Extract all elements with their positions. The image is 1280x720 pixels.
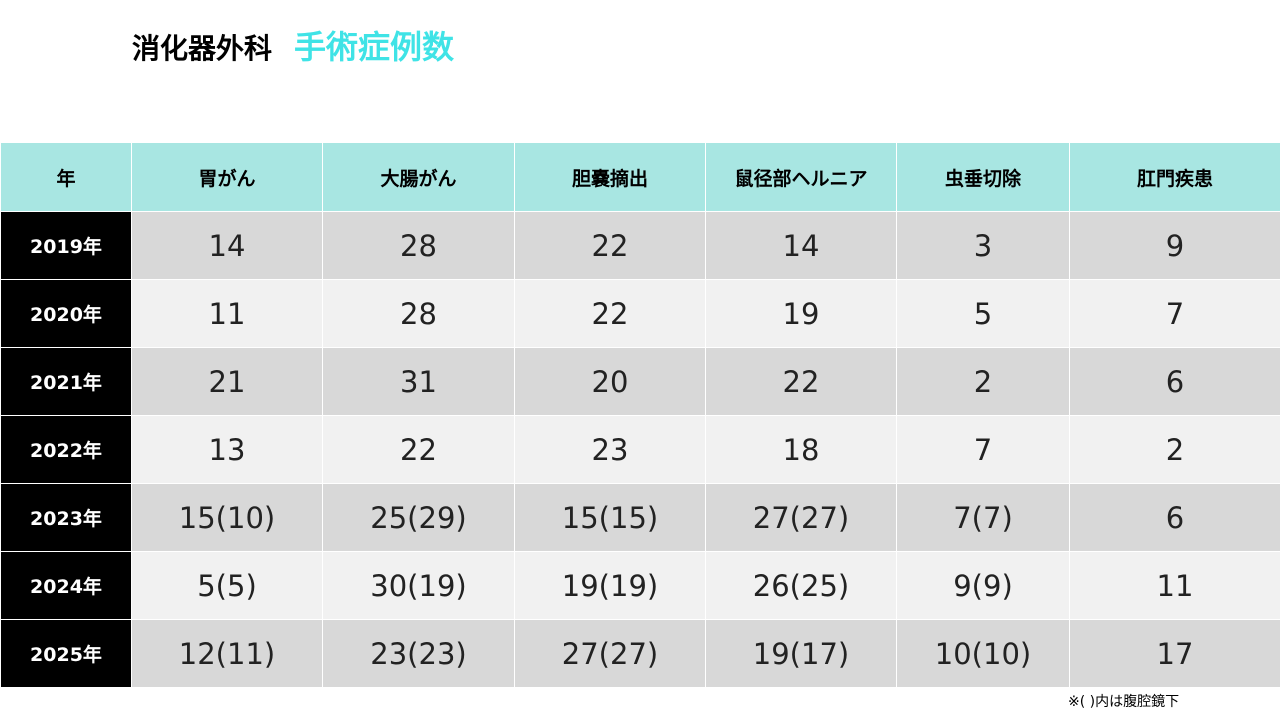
table-cell: 25(29) [322, 483, 515, 552]
table-cell: 7 [1069, 279, 1280, 348]
year-cell: 2019年 [0, 211, 132, 280]
table-cell: 19(17) [705, 619, 897, 688]
table-cell: 2 [896, 347, 1070, 416]
year-cell: 2025年 [0, 619, 132, 688]
table-cell: 21 [131, 347, 323, 416]
column-header-inguinal-hernia: 鼠径部ヘルニア [705, 142, 897, 212]
year-cell: 2022年 [0, 415, 132, 484]
table-cell: 14 [131, 211, 323, 280]
table-row: 2021年 21 31 20 22 2 6 [0, 347, 1280, 416]
table-cell: 18 [705, 415, 897, 484]
year-cell: 2024年 [0, 551, 132, 620]
year-cell: 2021年 [0, 347, 132, 416]
table-cell: 14 [705, 211, 897, 280]
column-header-anal-disease: 肛門疾患 [1069, 142, 1280, 212]
surgery-count-table: 年 胃がん 大腸がん 胆嚢摘出 鼠径部ヘルニア 虫垂切除 肛門疾患 2019年 … [0, 142, 1280, 688]
table-cell: 12(11) [131, 619, 323, 688]
table-cell: 26(25) [705, 551, 897, 620]
table-cell: 9(9) [896, 551, 1070, 620]
column-header-appendectomy: 虫垂切除 [896, 142, 1070, 212]
table-cell: 22 [514, 279, 706, 348]
year-cell: 2023年 [0, 483, 132, 552]
column-header-cholecystectomy: 胆嚢摘出 [514, 142, 706, 212]
table-row: 2020年 11 28 22 19 5 7 [0, 279, 1280, 348]
table-cell: 6 [1069, 347, 1280, 416]
table-row: 2023年 15(10) 25(29) 15(15) 27(27) 7(7) 6 [0, 483, 1280, 552]
table-cell: 20 [514, 347, 706, 416]
table-cell: 23 [514, 415, 706, 484]
table-cell: 7 [896, 415, 1070, 484]
table-cell: 11 [131, 279, 323, 348]
year-cell: 2020年 [0, 279, 132, 348]
table-row: 2019年 14 28 22 14 3 9 [0, 211, 1280, 280]
table-row: 2025年 12(11) 23(23) 27(27) 19(17) 10(10)… [0, 619, 1280, 688]
table-cell: 28 [322, 211, 515, 280]
department-title: 消化器外科 [132, 32, 273, 65]
table-cell: 22 [514, 211, 706, 280]
table-cell: 7(7) [896, 483, 1070, 552]
page-title: 消化器外科 手術症例数 [132, 22, 454, 66]
table-cell: 6 [1069, 483, 1280, 552]
table-cell: 5(5) [131, 551, 323, 620]
table-body: 2019年 14 28 22 14 3 9 2020年 11 28 22 19 … [0, 211, 1280, 688]
table-cell: 11 [1069, 551, 1280, 620]
table-header: 年 胃がん 大腸がん 胆嚢摘出 鼠径部ヘルニア 虫垂切除 肛門疾患 [0, 142, 1280, 212]
table-cell: 17 [1069, 619, 1280, 688]
column-header-colorectal-cancer: 大腸がん [322, 142, 515, 212]
column-header-year: 年 [0, 142, 132, 212]
table-cell: 27(27) [705, 483, 897, 552]
laparoscopic-footnote: ※( )内は腹腔鏡下 [1068, 694, 1180, 710]
header-row: 年 胃がん 大腸がん 胆嚢摘出 鼠径部ヘルニア 虫垂切除 肛門疾患 [0, 142, 1280, 212]
table-cell: 13 [131, 415, 323, 484]
table-cell: 22 [322, 415, 515, 484]
table-row: 2024年 5(5) 30(19) 19(19) 26(25) 9(9) 11 [0, 551, 1280, 620]
table-cell: 15(15) [514, 483, 706, 552]
table-cell: 19(19) [514, 551, 706, 620]
table-cell: 30(19) [322, 551, 515, 620]
table-row: 2022年 13 22 23 18 7 2 [0, 415, 1280, 484]
column-header-stomach-cancer: 胃がん [131, 142, 323, 212]
table-cell: 2 [1069, 415, 1280, 484]
table-cell: 19 [705, 279, 897, 348]
table-cell: 15(10) [131, 483, 323, 552]
surgery-count-title: 手術症例数 [294, 28, 455, 66]
table-cell: 22 [705, 347, 897, 416]
table-cell: 3 [896, 211, 1070, 280]
table-cell: 28 [322, 279, 515, 348]
table-cell: 9 [1069, 211, 1280, 280]
table-cell: 23(23) [322, 619, 515, 688]
table-cell: 5 [896, 279, 1070, 348]
table-cell: 10(10) [896, 619, 1070, 688]
table-cell: 31 [322, 347, 515, 416]
table-cell: 27(27) [514, 619, 706, 688]
